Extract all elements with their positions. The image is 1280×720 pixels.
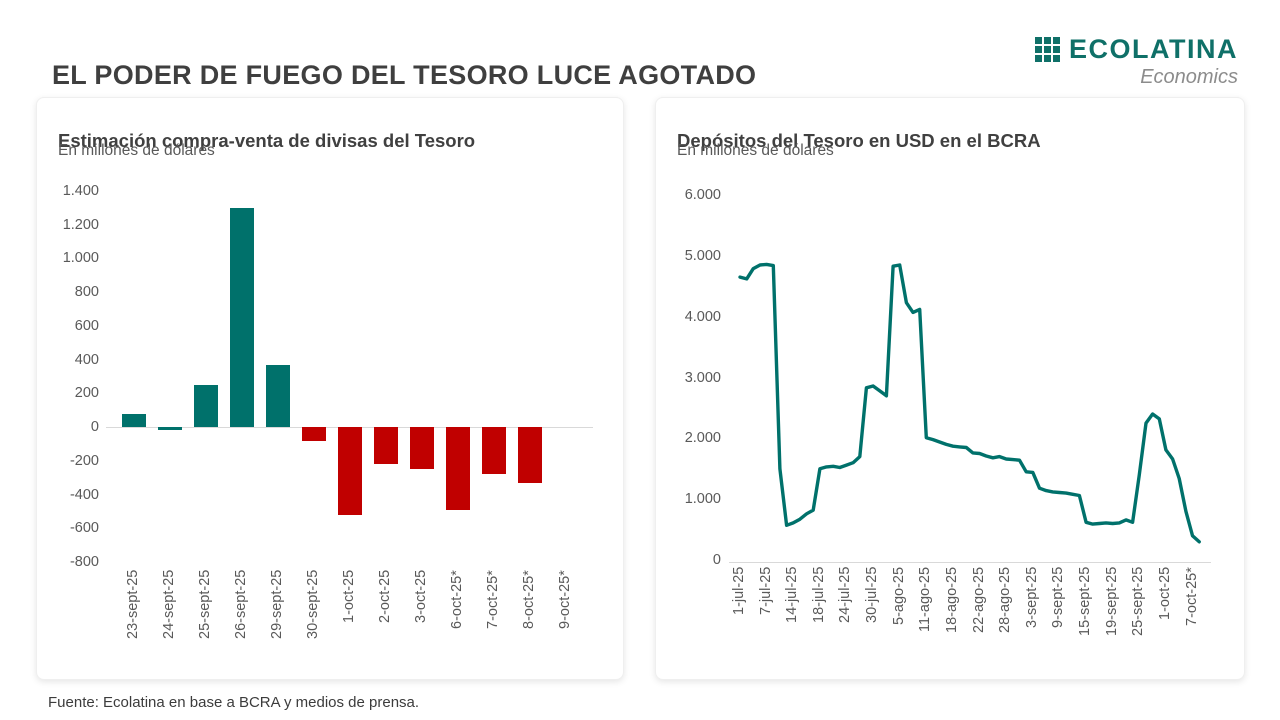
bar (302, 427, 326, 441)
x-axis-label: 5-ago-25 (890, 567, 907, 626)
x-axis-label: 18-ago-25 (943, 567, 960, 634)
bar (122, 413, 146, 428)
x-axis-label: 19-sept-25 (1103, 567, 1120, 637)
y-axis-label: 6.000 (684, 187, 721, 203)
x-axis-label: 25-sept-25 (197, 570, 213, 640)
x-axis-label: 23-sept-25 (125, 570, 141, 640)
logo-grid-icon (1035, 37, 1060, 62)
bar (194, 384, 218, 428)
bar-chart-card: Estimación compra-venta de divisas del T… (36, 97, 624, 680)
x-axis-label: 25-sept-25 (1130, 567, 1147, 637)
x-axis-label: 7-oct-25* (485, 570, 501, 629)
x-axis-label: 1-oct-25 (1156, 567, 1173, 621)
x-axis-label: 3-sept-25 (1023, 567, 1040, 629)
x-axis-label: 1-oct-25 (341, 570, 357, 624)
line-chart-subtitle: En millones de dólares (677, 142, 834, 159)
y-axis-label: 2.000 (684, 430, 721, 447)
x-axis-label: 30-jul-25 (864, 567, 881, 624)
x-axis-label: 26-sept-25 (233, 570, 249, 640)
page-title: EL PODER DE FUEGO DEL TESORO LUCE AGOTAD… (52, 60, 757, 91)
y-axis-label: 200 (74, 385, 99, 402)
bar-chart-canvas: 1.400 1.200 1.000 800 600 400 200 0 -200 -400 -600… (37, 98, 623, 679)
source-note: Fuente: Ecolatina en base a BCRA y medio… (48, 694, 420, 711)
x-axis-label: 9-oct-25* (557, 570, 573, 629)
bar (158, 427, 182, 431)
y-axis-label: 0 (90, 419, 99, 436)
y-axis-label: 400 (74, 351, 99, 368)
x-axis-label: 11-ago-25 (917, 567, 934, 633)
y-axis-label: 1.400 (62, 183, 99, 199)
x-axis-label: 7-oct-25* (1183, 567, 1200, 626)
y-axis-label: 800 (74, 284, 99, 301)
bar (374, 427, 398, 465)
y-axis-label: 5.000 (684, 247, 721, 264)
x-axis-label: 3-oct-25 (413, 570, 429, 624)
x-axis-label: 2-oct-25 (377, 570, 393, 624)
x-axis-label: 28-ago-25 (997, 567, 1014, 634)
y-axis-label: -800 (69, 554, 99, 570)
y-axis-label: 1.000 (62, 250, 99, 267)
line-chart-title: Depósitos del Tesoro en USD en el BCRA (677, 130, 1041, 152)
y-axis-label: 4.000 (684, 308, 721, 325)
x-axis-label: 8-oct-25* (521, 570, 537, 629)
bar (230, 207, 254, 428)
deposits-line-plot (738, 262, 1201, 544)
x-axis-label: 9-sept-25 (1050, 567, 1067, 629)
line-chart-canvas: 6.000 5.000 4.000 3.000 2.000 1.000 0 1-jul-25 7… (656, 98, 1244, 679)
deposits-line (738, 262, 1201, 544)
bar (266, 364, 290, 428)
x-axis-label: 6-oct-25* (449, 570, 465, 629)
ecolatina-logo: ECOLATINA Economics (1035, 34, 1238, 89)
y-axis-label: 600 (74, 317, 99, 334)
x-axis-label: 22-ago-25 (970, 567, 987, 634)
y-axis-label: 1.200 (62, 216, 99, 233)
bar-chart-title: Estimación compra-venta de divisas del T… (58, 130, 476, 152)
y-axis-label: 3.000 (684, 369, 721, 386)
x-axis-label: 24-jul-25 (837, 567, 854, 624)
x-axis-label: 7-jul-25 (757, 567, 774, 616)
bar (518, 427, 542, 483)
x-axis-label: 14-jul-25 (784, 567, 801, 624)
y-axis-label: 0 (712, 552, 721, 568)
x-axis-line (729, 562, 1211, 563)
bar (482, 427, 506, 475)
y-axis-label: 1.000 (684, 491, 721, 508)
bar-chart-subtitle: En millones de dólares (58, 142, 215, 159)
x-axis-label: 29-sept-25 (269, 570, 285, 640)
y-axis-label: -400 (69, 486, 99, 503)
x-axis-label: 15-sept-25 (1077, 567, 1094, 637)
bar (410, 427, 434, 470)
y-axis-label: -200 (69, 452, 99, 469)
x-axis-label: 30-sept-25 (305, 570, 321, 640)
x-axis-label: 1-jul-25 (731, 567, 747, 616)
logo-tagline: Economics (1140, 66, 1238, 88)
bar (338, 427, 362, 515)
logo-name: ECOLATINA (1069, 34, 1238, 64)
bar (446, 427, 470, 510)
x-axis-label: 24-sept-25 (161, 570, 177, 640)
x-axis-label: 18-jul-25 (810, 567, 827, 624)
y-axis-label: -600 (69, 520, 99, 537)
line-chart-card: Depósitos del Tesoro en USD en el BCRA E… (655, 97, 1245, 680)
